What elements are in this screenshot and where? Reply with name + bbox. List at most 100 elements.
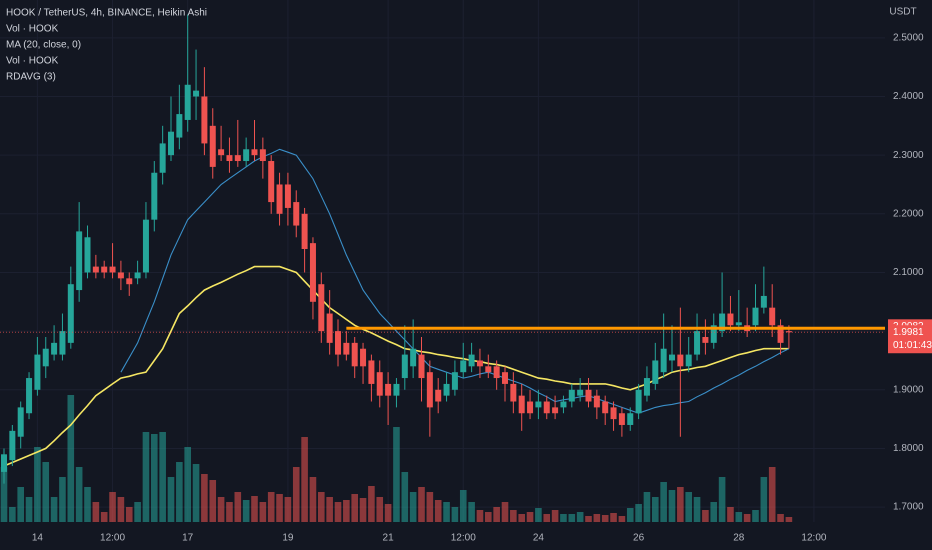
volume-bar xyxy=(459,490,467,522)
volume-bar xyxy=(34,447,41,522)
candle-body xyxy=(67,284,74,343)
price-label-box xyxy=(888,325,932,354)
candle-body xyxy=(669,354,675,361)
volume-bar xyxy=(518,514,525,522)
volume-bar xyxy=(359,498,367,522)
candle-body xyxy=(719,313,726,332)
candle-body xyxy=(26,378,33,414)
volume-bar xyxy=(151,434,158,522)
candle-body xyxy=(443,383,450,396)
candle-body xyxy=(259,149,266,162)
volume-bar xyxy=(568,514,576,522)
volume-bar xyxy=(777,514,784,522)
volume-bar xyxy=(276,494,283,522)
candle-body xyxy=(109,266,116,273)
x-tick-label: 12:00 xyxy=(451,533,476,544)
volume-bar xyxy=(42,462,50,522)
candle-body xyxy=(309,243,316,302)
volume-bar xyxy=(635,504,642,522)
candle-body xyxy=(727,313,734,326)
candle-body xyxy=(677,354,684,367)
volume-bar xyxy=(727,507,734,522)
candle-body xyxy=(777,325,784,343)
candle-body xyxy=(401,354,408,379)
y-tick-label: 2.5000 xyxy=(893,32,924,43)
x-tick-label: 14 xyxy=(32,533,44,544)
volume-bar xyxy=(752,510,759,522)
candle-body xyxy=(226,155,233,162)
volume-bar xyxy=(593,514,601,522)
candle-body xyxy=(510,383,517,402)
candle-body xyxy=(769,307,776,326)
volume-bar xyxy=(618,516,626,522)
volume-bar xyxy=(702,510,709,522)
volume-bar xyxy=(100,512,108,522)
y-tick-label: 2.4000 xyxy=(893,91,924,102)
price-label: 1.9981 xyxy=(893,327,924,338)
candle-body xyxy=(560,401,567,408)
candle-body xyxy=(485,366,492,373)
volume-bar xyxy=(159,432,166,522)
volume-bar xyxy=(476,510,484,522)
x-tick-label: 12:00 xyxy=(801,533,826,544)
volume-bar xyxy=(418,487,425,522)
candle-body xyxy=(151,172,158,220)
volume-bar xyxy=(668,490,676,522)
volume-bar xyxy=(75,467,83,522)
candle-body xyxy=(234,155,241,162)
candle-body xyxy=(752,307,759,326)
candle-body xyxy=(385,383,392,396)
volume-bar xyxy=(50,497,58,522)
volume-bar xyxy=(59,477,66,522)
candle-body xyxy=(335,331,341,355)
candle-body xyxy=(92,266,99,273)
candle-body xyxy=(635,389,642,414)
candle-body xyxy=(527,401,534,414)
volume-bar xyxy=(434,500,442,522)
volume-bar xyxy=(176,462,183,522)
candle-body xyxy=(393,383,400,396)
candle-body xyxy=(694,331,701,355)
candle-body xyxy=(785,331,792,333)
volume-bar xyxy=(217,497,225,522)
volume-bar xyxy=(9,507,16,522)
candle-body xyxy=(368,360,375,384)
y-tick-label: 2.1000 xyxy=(893,267,924,278)
candle-body xyxy=(134,272,141,279)
candle-body xyxy=(51,342,58,355)
candle-body xyxy=(126,278,133,285)
volume-bar xyxy=(735,512,743,522)
candle-body xyxy=(652,360,659,384)
volume-bar xyxy=(284,497,292,522)
candle-body xyxy=(184,84,191,120)
x-tick-label: 12:00 xyxy=(100,533,125,544)
volume-bar xyxy=(376,497,384,522)
candle-body xyxy=(518,395,525,414)
candle-body xyxy=(268,161,275,203)
candle-body xyxy=(159,143,166,173)
candle-body xyxy=(735,322,742,326)
x-tick-label: 17 xyxy=(182,533,194,544)
volume-bar xyxy=(167,477,175,522)
candle-body xyxy=(168,131,174,156)
candle-body xyxy=(293,202,300,226)
volume-bar xyxy=(551,510,559,522)
candle-body xyxy=(410,348,417,367)
volume-bar xyxy=(626,508,634,522)
candle-body xyxy=(435,389,442,402)
volume-bar xyxy=(184,447,191,522)
volume-bar xyxy=(560,514,567,522)
x-tick-label: 24 xyxy=(533,533,545,544)
volume-bar xyxy=(768,467,776,522)
candle-body xyxy=(593,395,600,408)
candle-body xyxy=(42,348,49,367)
candle-body xyxy=(243,149,250,162)
volume-bar xyxy=(326,497,333,522)
volume-bar xyxy=(117,497,125,522)
candle-body xyxy=(627,413,634,425)
volume-bar xyxy=(309,477,317,522)
candle-body xyxy=(9,430,16,461)
volume-bar xyxy=(0,467,8,522)
candle-body xyxy=(176,114,183,138)
